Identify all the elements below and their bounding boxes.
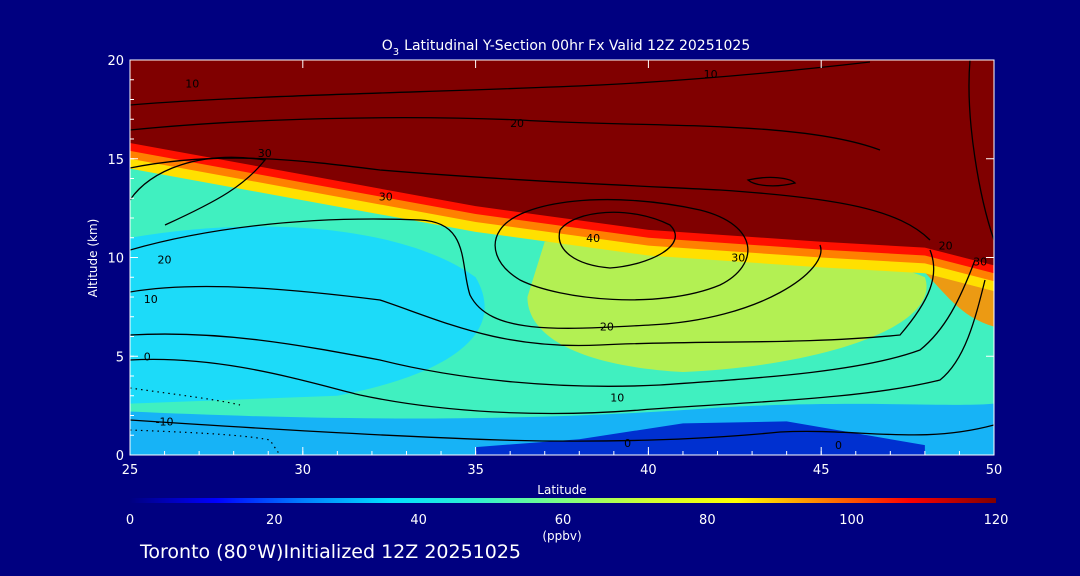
contour-label: 30 (731, 252, 745, 265)
contour-line (130, 117, 881, 151)
contour-label: -10 (156, 415, 174, 428)
contour-line (494, 198, 749, 301)
y-axis-label: Altitude (km) (86, 219, 100, 298)
field-region-stratosphere (130, 60, 994, 266)
contour-label: 40 (586, 232, 600, 245)
footer-caption: Toronto (80°W)Initialized 12Z 20251025 (140, 541, 521, 563)
contour-label: 20 (600, 321, 614, 334)
field-region-low (130, 226, 485, 404)
contour-line (130, 218, 822, 329)
colorbar: 0 20 40 60 80 100 120 (ppbv) (126, 498, 1009, 543)
colorbar-unit-label: (ppbv) (542, 529, 581, 543)
x-tick-label: 45 (813, 463, 830, 478)
contour-label: 20 (939, 240, 953, 253)
x-tick-label: 25 (122, 463, 139, 478)
contour-line (746, 176, 797, 187)
contour-label: 30 (973, 255, 987, 268)
footer-initialized: Initialized 12Z 20251025 (283, 541, 522, 563)
colorbar-tick-label: 100 (839, 513, 864, 528)
colorbar-tick-label: 20 (266, 513, 283, 528)
contour-line (130, 157, 931, 241)
contour-label: 0 (144, 350, 151, 363)
colorbar-tick-label: 40 (410, 513, 427, 528)
x-tick-label: 50 (986, 463, 1003, 478)
field-region-mid (527, 240, 927, 373)
contour-label: 0 (624, 437, 631, 450)
contour-label: 10 (610, 392, 624, 405)
contour-label: 10 (704, 68, 718, 81)
y-tick-label: 20 (107, 54, 124, 69)
contour-line (968, 60, 994, 241)
contour-label: 10 (144, 293, 158, 306)
contour-line (558, 211, 676, 269)
chart-title: O3 Latitudinal Y-Section 00hr Fx Valid 12… (382, 38, 750, 58)
contour-label: 20 (510, 117, 524, 130)
contour-label: 20 (158, 253, 172, 266)
y-tick-label: 10 (107, 252, 124, 267)
footer-location: Toronto (80°W) (140, 541, 284, 563)
contour-line (130, 249, 935, 347)
y-tick-label: 5 (116, 350, 124, 365)
contour-label: 30 (258, 147, 272, 160)
colorbar-tick-label: 0 (126, 513, 134, 528)
x-tick-label: 35 (467, 463, 484, 478)
contour-line-negative (130, 429, 281, 455)
plot-area: 10 10 20 30 30 40 30 20 20 20 10 10 0 -10 0 0 30 (130, 60, 994, 455)
x-axis: 25 30 35 40 45 50 (122, 60, 1003, 478)
y-tick-label: 0 (116, 449, 124, 464)
contour-line-negative (130, 387, 241, 406)
x-tick-label: 40 (640, 463, 657, 478)
contour-line (130, 279, 986, 415)
contour-label: 30 (379, 190, 393, 203)
y-tick-label: 15 (107, 153, 124, 168)
y-axis: 0 5 10 15 20 (107, 54, 994, 464)
x-tick-label: 30 (295, 463, 312, 478)
contour-line (130, 61, 871, 106)
contour-line (130, 419, 994, 442)
x-axis-label: Latitude (537, 483, 586, 497)
contour-label: 10 (185, 78, 199, 91)
contour-line (130, 156, 267, 226)
colorbar-strip (130, 498, 996, 503)
colorbar-tick-label: 60 (555, 513, 572, 528)
colorbar-tick-label: 80 (699, 513, 716, 528)
contour-label: 0 (835, 439, 842, 452)
colorbar-tick-label: 120 (984, 513, 1009, 528)
contour-line (130, 259, 976, 387)
